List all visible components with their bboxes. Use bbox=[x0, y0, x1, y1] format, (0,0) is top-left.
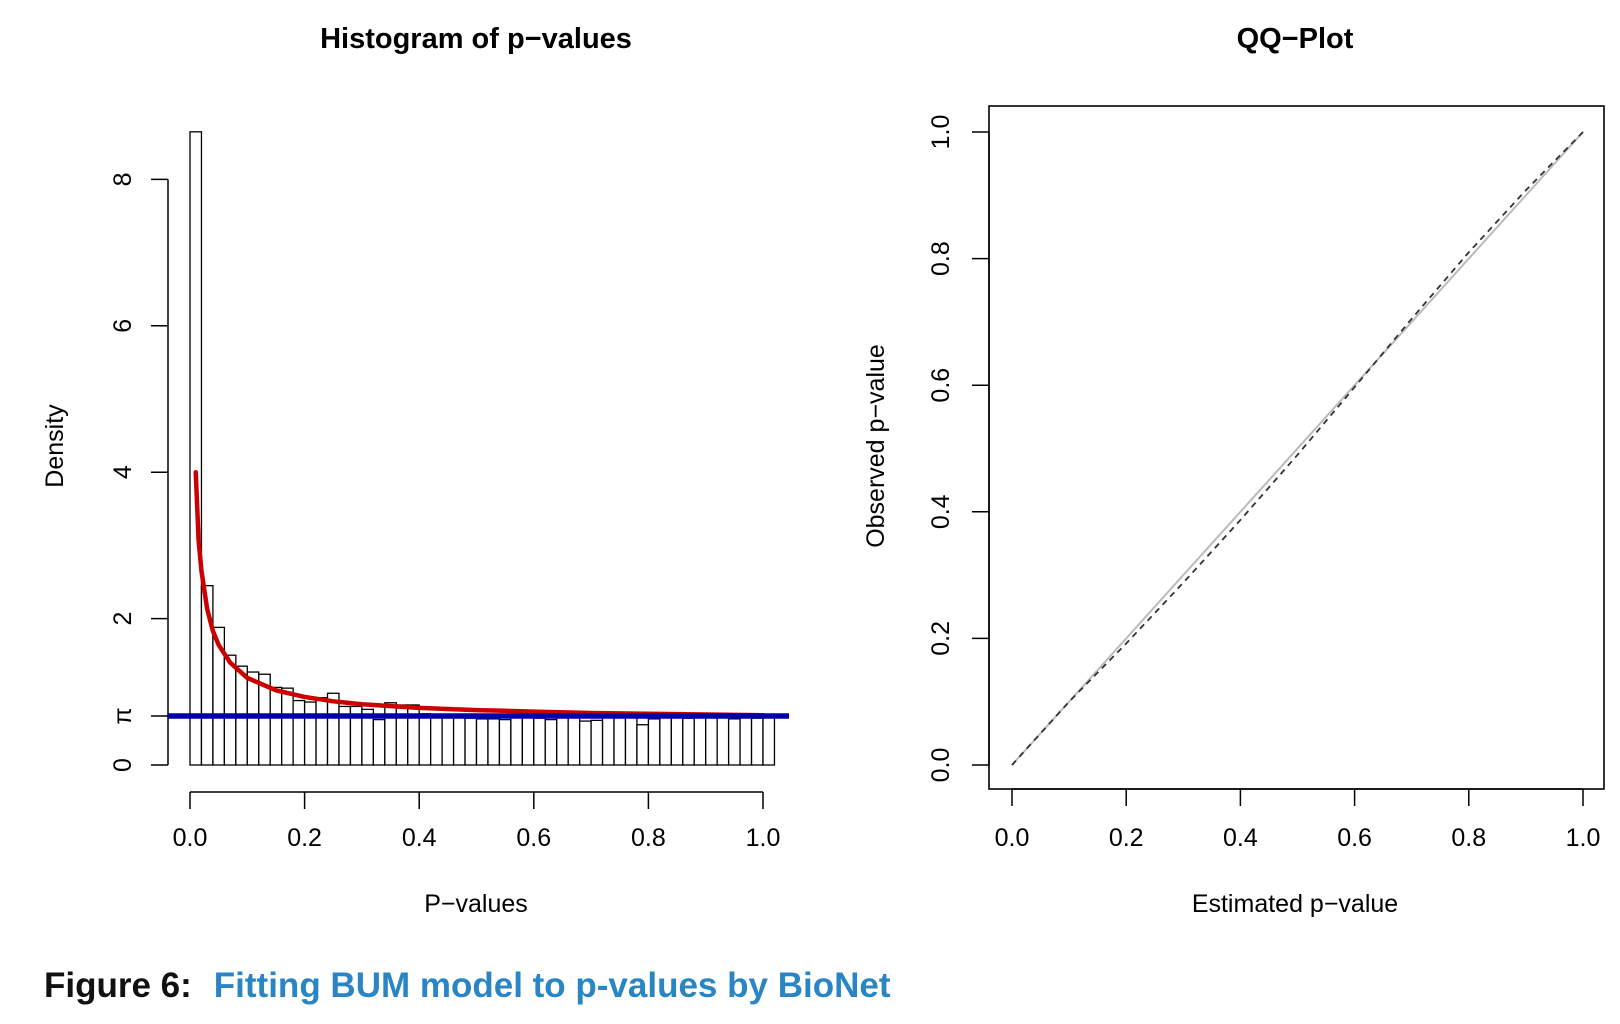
qq-x-tick-label: 0.2 bbox=[1109, 824, 1144, 852]
histogram-bar bbox=[590, 719, 604, 766]
histogram-bar bbox=[452, 716, 466, 766]
qq-y-tick-label: 0.2 bbox=[927, 621, 955, 656]
qq-x-tick-label: 0.4 bbox=[1223, 824, 1258, 852]
qq-plot-y-label: Observed p−value bbox=[862, 344, 890, 548]
histogram-y-tick-label: 2 bbox=[109, 612, 137, 626]
histogram-bar bbox=[544, 718, 558, 766]
histogram-bar bbox=[498, 718, 512, 766]
histogram-bar bbox=[601, 714, 615, 766]
histogram-y-axis: 0 π 2 4 6 8 bbox=[109, 172, 169, 772]
histogram-bar bbox=[556, 714, 569, 766]
histogram-bar bbox=[647, 718, 661, 766]
histogram-bar bbox=[578, 720, 592, 766]
histogram-bar bbox=[762, 716, 776, 766]
histogram-x-tick-label: 0.2 bbox=[287, 824, 322, 852]
histogram-bar bbox=[441, 714, 455, 766]
figure-caption-title: Fitting BUM model to p-values by BioNet bbox=[213, 966, 891, 1005]
histogram-bar bbox=[189, 131, 203, 766]
histogram-bar bbox=[705, 715, 718, 766]
qq-plot-x-axis: 0.0 0.2 0.4 0.6 0.8 1.0 bbox=[995, 788, 1601, 852]
histogram-bar bbox=[418, 713, 432, 766]
histogram-bar bbox=[521, 710, 535, 766]
figure-caption-label: Figure 6: bbox=[44, 966, 192, 1005]
histogram-y-tick-label: 0 bbox=[109, 758, 137, 772]
histogram-bar bbox=[430, 716, 443, 766]
histogram-bar bbox=[303, 701, 317, 766]
histogram-overlay-lines bbox=[168, 469, 789, 719]
qq-plot-x-label: Estimated p−value bbox=[1192, 890, 1398, 918]
qq-y-tick-label: 0.4 bbox=[927, 494, 955, 529]
histogram-bar bbox=[464, 717, 478, 766]
qq-x-tick-label: 0.6 bbox=[1337, 824, 1372, 852]
histogram-x-tick-label: 0.8 bbox=[631, 824, 666, 852]
histogram-bar bbox=[475, 718, 489, 766]
histogram-bar bbox=[269, 686, 283, 766]
qq-plot-y-axis: 0.0 0.2 0.4 0.6 0.8 1.0 bbox=[927, 115, 990, 783]
qq-curve bbox=[1011, 131, 1584, 766]
histogram-x-tick-label: 1.0 bbox=[746, 824, 781, 852]
qq-plot-frame bbox=[988, 105, 1605, 790]
histogram-bars bbox=[189, 131, 776, 766]
histogram-bar bbox=[659, 716, 672, 766]
histogram-y-tick-label: 6 bbox=[109, 319, 137, 333]
qq-y-tick-label: 1.0 bbox=[927, 115, 955, 150]
histogram-bar bbox=[281, 687, 294, 766]
qq-plot-lines bbox=[1011, 131, 1584, 766]
histogram-y-tick-label: 8 bbox=[109, 172, 137, 186]
histogram-bar bbox=[315, 697, 329, 766]
histogram-bar bbox=[693, 716, 707, 766]
histogram-x-tick-label: 0.6 bbox=[516, 824, 551, 852]
histogram-bar bbox=[533, 717, 546, 766]
histogram-bar bbox=[727, 718, 741, 766]
histogram-x-tick-label: 0.4 bbox=[402, 824, 437, 852]
histogram-bar bbox=[750, 717, 764, 766]
fitted-bum-density-curve bbox=[193, 469, 766, 718]
qq-x-tick-label: 0.0 bbox=[995, 824, 1030, 852]
histogram-title: Histogram of p−values bbox=[320, 23, 632, 55]
histogram-bar bbox=[613, 712, 627, 766]
histogram-bar bbox=[716, 716, 730, 766]
histogram-bar bbox=[739, 715, 753, 766]
histogram-x-tick-label: 0.0 bbox=[173, 824, 208, 852]
histogram-bar bbox=[292, 699, 306, 766]
histogram-bar bbox=[567, 711, 581, 766]
histogram-x-label: P−values bbox=[424, 890, 528, 918]
qq-x-tick-label: 1.0 bbox=[1566, 824, 1601, 852]
qq-y-tick-label: 0.0 bbox=[927, 748, 955, 783]
figure-caption: Figure 6: Fitting BUM model to p-values b… bbox=[44, 966, 890, 1006]
histogram-bar bbox=[326, 692, 340, 766]
histogram-y-label: Density bbox=[41, 404, 69, 488]
histogram-bar bbox=[510, 716, 523, 766]
histogram-y-tick-label: π bbox=[109, 707, 137, 724]
histogram-bar bbox=[384, 702, 397, 766]
qq-plot-panel: QQ−Plot 0.0 0.2 0.4 0.6 0.8 1.0 0.00.20.40.60… bbox=[862, 23, 1605, 918]
histogram-bar bbox=[682, 717, 695, 766]
qq-y-tick-label: 0.6 bbox=[927, 368, 955, 403]
histogram-bar bbox=[223, 654, 237, 766]
histogram-x-axis: 0.0 0.2 0.4 0.6 0.8 1.0 bbox=[173, 791, 781, 852]
histogram-bar bbox=[624, 716, 638, 766]
histogram-y-tick-label: 4 bbox=[109, 465, 137, 479]
qq-reference-line bbox=[1011, 131, 1584, 766]
qq-x-tick-label: 0.8 bbox=[1451, 824, 1486, 852]
qq-y-tick-label: 0.8 bbox=[927, 241, 955, 276]
histogram-bar bbox=[487, 718, 501, 766]
qq-plot-title: QQ−Plot bbox=[1237, 23, 1354, 55]
histogram-bar bbox=[636, 724, 650, 766]
histogram-bar bbox=[372, 718, 386, 766]
histogram-bar bbox=[670, 714, 684, 766]
